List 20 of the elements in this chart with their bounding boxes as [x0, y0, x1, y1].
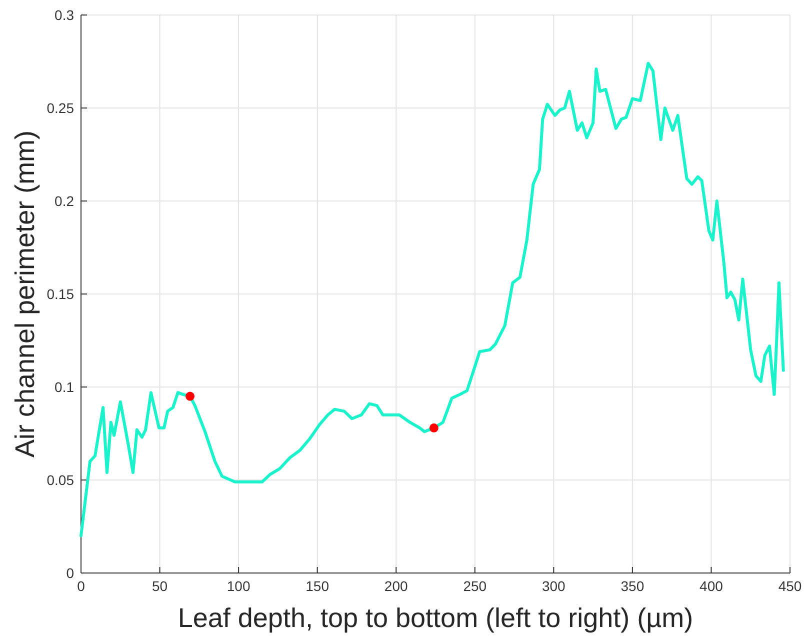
- x-tick-label: 250: [463, 578, 487, 594]
- y-tick-label: 0.2: [54, 193, 74, 209]
- x-tick-label: 350: [620, 578, 644, 594]
- x-axis-title: Leaf depth, top to bottom (left to right) (µm): [178, 603, 694, 633]
- y-tick-label: 0.05: [46, 472, 74, 488]
- y-axis-title: Air channel perimeter (mm): [10, 130, 40, 458]
- y-tick-label: 0.25: [46, 100, 74, 116]
- x-tick-label: 50: [152, 578, 168, 594]
- y-tick-label: 0.3: [54, 7, 74, 23]
- x-tick-label: 150: [306, 578, 330, 594]
- x-tick-label: 400: [700, 578, 724, 594]
- y-tick-label: 0.15: [46, 286, 74, 302]
- x-tick-label: 450: [778, 578, 802, 594]
- y-tick-label: 0.1: [54, 379, 74, 395]
- x-tick-label: 200: [384, 578, 408, 594]
- line-series: [80, 62, 785, 538]
- x-tick-label: 300: [542, 578, 566, 594]
- x-tick-label: 0: [77, 578, 86, 594]
- x-tick-label: 100: [226, 578, 250, 594]
- y-tick-label: 0: [66, 565, 74, 581]
